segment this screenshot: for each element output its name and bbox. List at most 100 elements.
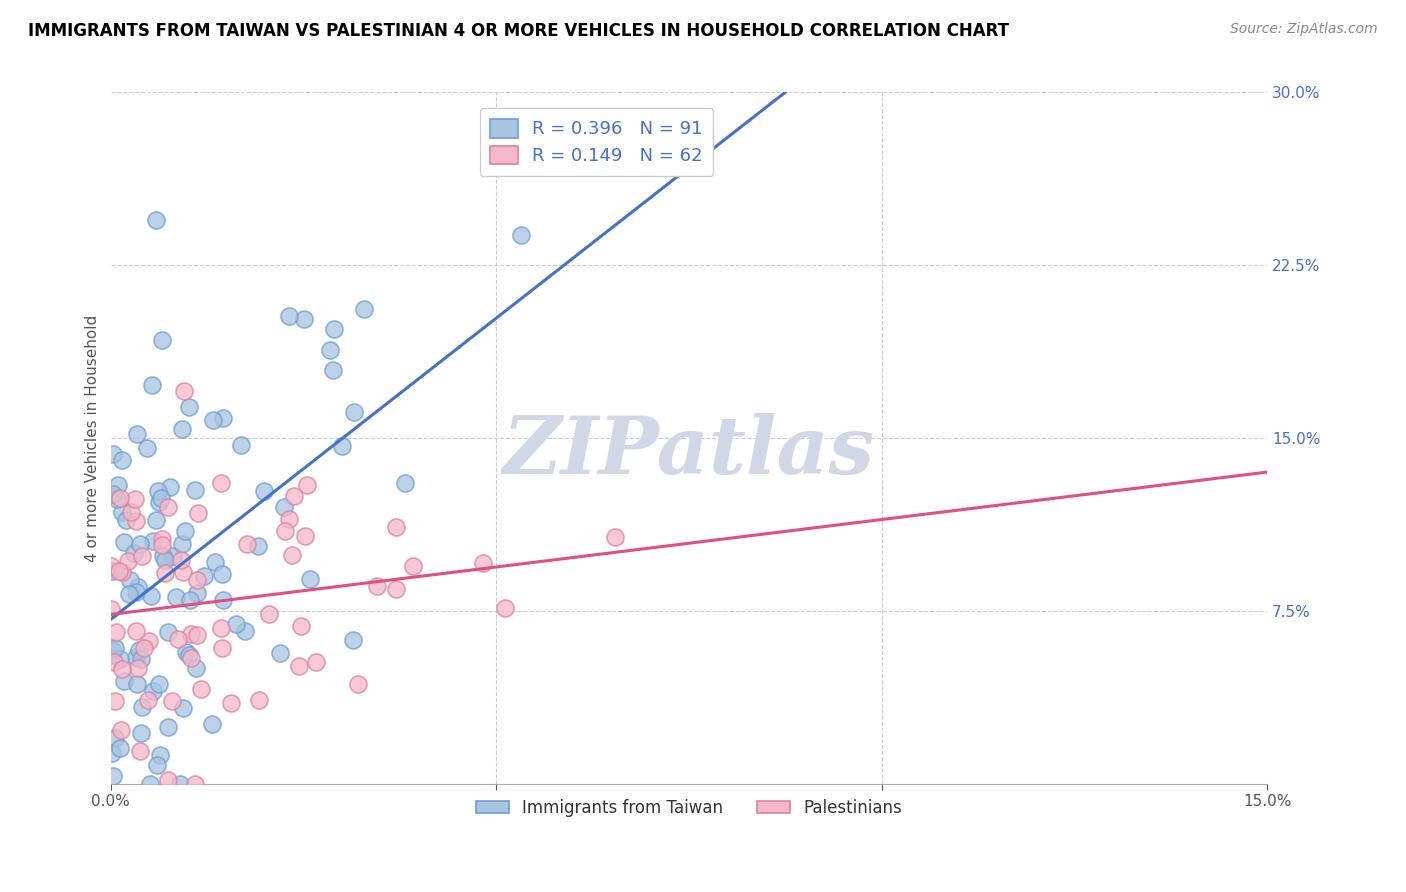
Point — [136, 693, 159, 707]
Point — [247, 693, 270, 707]
Point — [129, 726, 152, 740]
Point — [150, 333, 173, 347]
Point — [111, 453, 134, 467]
Point — [105, 491, 128, 506]
Point — [295, 478, 318, 492]
Point — [472, 557, 495, 571]
Point — [174, 524, 197, 539]
Point — [510, 227, 533, 242]
Point — [277, 309, 299, 323]
Point — [233, 624, 256, 639]
Point — [150, 538, 173, 552]
Point — [305, 655, 328, 669]
Point — [402, 559, 425, 574]
Point — [211, 567, 233, 582]
Point — [212, 592, 235, 607]
Point — [253, 483, 276, 498]
Point — [125, 624, 148, 638]
Point — [209, 622, 232, 636]
Point — [125, 514, 148, 528]
Point — [108, 564, 131, 578]
Point — [281, 548, 304, 562]
Point — [111, 505, 134, 519]
Point — [277, 511, 299, 525]
Point — [494, 601, 516, 615]
Point — [186, 586, 208, 600]
Point — [131, 652, 153, 666]
Point — [298, 573, 321, 587]
Point — [142, 534, 165, 549]
Point — [186, 661, 208, 675]
Point — [172, 700, 194, 714]
Point — [108, 741, 131, 756]
Point — [112, 534, 135, 549]
Point — [125, 585, 148, 599]
Point — [142, 684, 165, 698]
Point — [156, 624, 179, 639]
Point — [259, 607, 281, 621]
Point — [247, 539, 270, 553]
Point — [148, 677, 170, 691]
Point — [125, 427, 148, 442]
Point — [101, 643, 124, 657]
Point — [148, 495, 170, 509]
Point — [104, 624, 127, 639]
Point — [139, 777, 162, 791]
Point — [131, 549, 153, 564]
Point — [211, 641, 233, 656]
Point — [173, 384, 195, 398]
Point — [186, 628, 208, 642]
Point — [128, 642, 150, 657]
Point — [150, 491, 173, 505]
Point — [118, 573, 141, 587]
Point — [294, 529, 316, 543]
Point — [211, 475, 233, 490]
Point — [135, 441, 157, 455]
Point — [292, 311, 315, 326]
Point — [174, 645, 197, 659]
Point — [124, 545, 146, 559]
Point — [201, 413, 224, 427]
Point — [273, 500, 295, 515]
Point — [111, 565, 134, 579]
Point — [114, 513, 136, 527]
Point — [269, 646, 291, 660]
Point — [139, 589, 162, 603]
Point — [330, 439, 353, 453]
Point — [322, 362, 344, 376]
Point — [187, 506, 209, 520]
Point — [283, 489, 305, 503]
Point — [186, 573, 208, 587]
Legend: Immigrants from Taiwan, Palestinians: Immigrants from Taiwan, Palestinians — [470, 792, 908, 824]
Point — [145, 513, 167, 527]
Point — [190, 682, 212, 697]
Point — [172, 565, 194, 579]
Point — [103, 655, 125, 669]
Point — [288, 658, 311, 673]
Point — [170, 422, 193, 436]
Point — [127, 661, 149, 675]
Point — [225, 617, 247, 632]
Point — [110, 723, 132, 738]
Point — [153, 553, 176, 567]
Point — [235, 537, 257, 551]
Point — [101, 487, 124, 501]
Point — [153, 566, 176, 581]
Point — [342, 632, 364, 647]
Point — [177, 648, 200, 662]
Point — [201, 717, 224, 731]
Point — [180, 627, 202, 641]
Text: IMMIGRANTS FROM TAIWAN VS PALESTINIAN 4 OR MORE VEHICLES IN HOUSEHOLD CORRELATIO: IMMIGRANTS FROM TAIWAN VS PALESTINIAN 4 … — [28, 22, 1010, 40]
Point — [118, 587, 141, 601]
Point — [165, 591, 187, 605]
Point — [385, 520, 408, 534]
Point — [125, 650, 148, 665]
Point — [343, 405, 366, 419]
Point — [274, 524, 297, 538]
Point — [128, 744, 150, 758]
Y-axis label: 4 or more Vehicles in Household: 4 or more Vehicles in Household — [86, 314, 100, 562]
Point — [117, 554, 139, 568]
Point — [112, 673, 135, 688]
Point — [156, 500, 179, 515]
Point — [110, 652, 132, 666]
